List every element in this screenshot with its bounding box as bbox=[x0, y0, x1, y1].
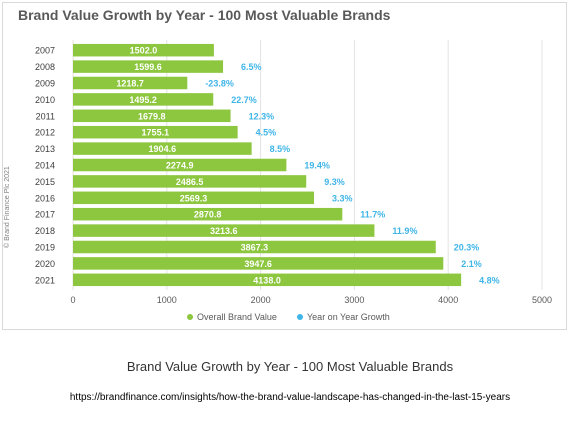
x-tick-label: 2000 bbox=[251, 295, 271, 305]
x-tick-label: 0 bbox=[70, 295, 75, 305]
copyright-text: © Brand Finance Plc 2021 bbox=[4, 166, 11, 248]
growth-label: 2.1% bbox=[461, 259, 482, 269]
y-tick-label: 2021 bbox=[35, 275, 55, 285]
y-tick-label: 2007 bbox=[35, 46, 55, 56]
x-tick-label: 3000 bbox=[344, 295, 364, 305]
bar bbox=[73, 43, 214, 57]
bar bbox=[73, 224, 375, 237]
bar-value-label: 2274.9 bbox=[166, 161, 194, 171]
bar bbox=[73, 142, 252, 155]
bar bbox=[73, 191, 315, 205]
bar-value-label: 1904.6 bbox=[149, 144, 177, 154]
growth-label: 19.4% bbox=[304, 161, 330, 171]
bar bbox=[73, 125, 238, 139]
figure-caption: Brand Value Growth by Year - 100 Most Va… bbox=[126, 359, 454, 374]
bar bbox=[73, 240, 436, 254]
growth-label: 12.3% bbox=[249, 111, 275, 121]
legend-marker-growth bbox=[297, 314, 303, 320]
x-tick-label: 5000 bbox=[532, 295, 552, 305]
growth-label: 3.3% bbox=[332, 193, 353, 203]
bar bbox=[73, 76, 188, 90]
bar bbox=[73, 109, 231, 123]
y-tick-label: 2009 bbox=[35, 79, 55, 89]
bar bbox=[73, 60, 224, 73]
y-tick-label: 2020 bbox=[35, 259, 55, 269]
bar bbox=[73, 175, 307, 188]
growth-label: -23.8% bbox=[205, 79, 234, 89]
bar-value-label: 1679.8 bbox=[138, 111, 166, 121]
y-tick-label: 2012 bbox=[35, 128, 55, 138]
growth-label: 4.5% bbox=[256, 128, 277, 138]
y-tick-label: 2019 bbox=[35, 243, 55, 253]
bar-value-label: 2569.3 bbox=[180, 193, 208, 203]
bar bbox=[73, 257, 444, 270]
bar bbox=[73, 207, 343, 221]
y-tick-label: 2016 bbox=[35, 193, 55, 203]
source-url: https://brandfinance.com/insights/how-th… bbox=[69, 392, 511, 403]
bar bbox=[73, 93, 214, 106]
bar-value-label: 3867.3 bbox=[241, 243, 269, 253]
x-tick-label: 1000 bbox=[157, 295, 177, 305]
growth-label: 11.9% bbox=[392, 226, 417, 236]
bar-value-label: 1502.0 bbox=[130, 46, 158, 56]
bar bbox=[73, 273, 462, 287]
growth-label: 22.7% bbox=[231, 95, 257, 105]
growth-label: 8.5% bbox=[270, 144, 291, 154]
growth-label: 9.3% bbox=[324, 177, 345, 187]
bar-value-label: 1495.2 bbox=[129, 95, 157, 105]
y-tick-label: 2017 bbox=[35, 210, 55, 220]
growth-label: 6.5% bbox=[241, 62, 262, 72]
y-tick-label: 2010 bbox=[35, 95, 55, 105]
bar-value-label: 4138.0 bbox=[253, 275, 281, 285]
legend-marker-brand-value bbox=[187, 314, 193, 320]
y-tick-label: 2008 bbox=[35, 62, 55, 72]
bar-chart: 0 1000 2000 3000 4000 5000 2007 1502.0 2008 1599.… bbox=[35, 40, 552, 322]
bar-value-label: 3213.6 bbox=[210, 226, 238, 236]
y-tick-label: 2013 bbox=[35, 144, 55, 154]
legend-label-growth: Year on Year Growth bbox=[307, 312, 390, 322]
y-tick-label: 2018 bbox=[35, 226, 55, 236]
bar-value-label: 1599.6 bbox=[134, 62, 162, 72]
chart-title: Brand Value Growth by Year - 100 Most Va… bbox=[18, 7, 391, 23]
y-tick-label: 2015 bbox=[35, 177, 55, 187]
bar bbox=[73, 158, 287, 172]
y-tick-label: 2011 bbox=[36, 111, 55, 121]
legend-label-brand-value: Overall Brand Value bbox=[197, 312, 277, 322]
bar-value-label: 2486.5 bbox=[176, 177, 204, 187]
growth-label: 20.3% bbox=[454, 243, 480, 253]
growth-label: 4.8% bbox=[479, 275, 500, 285]
bar-value-label: 1218.7 bbox=[116, 79, 144, 89]
bar-value-label: 3947.6 bbox=[244, 259, 272, 269]
bar-value-label: 2870.8 bbox=[194, 210, 222, 220]
x-tick-label: 4000 bbox=[438, 295, 458, 305]
y-tick-label: 2014 bbox=[35, 161, 55, 171]
bar-value-label: 1755.1 bbox=[142, 128, 170, 138]
growth-label: 11.7% bbox=[360, 210, 385, 220]
